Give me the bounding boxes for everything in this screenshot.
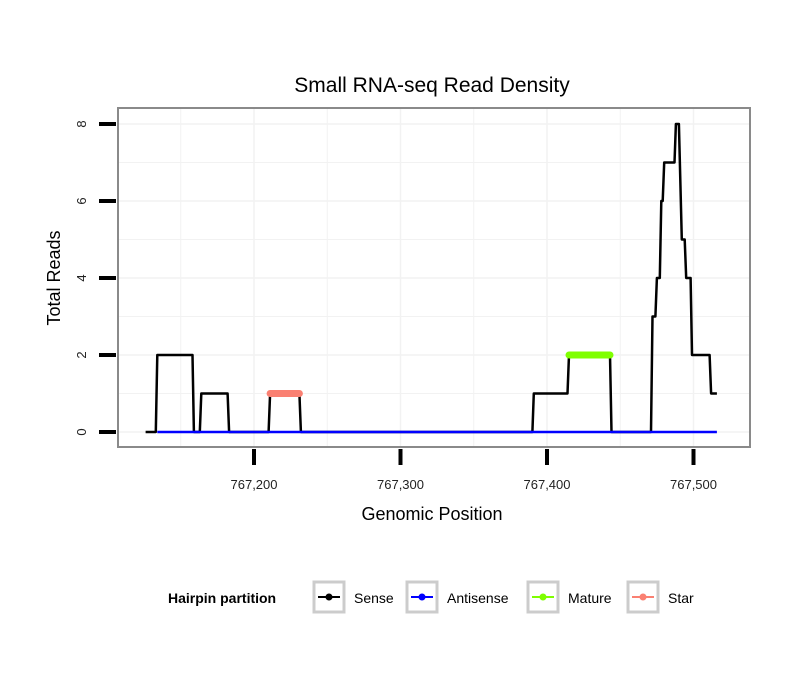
legend-item-mature: Mature xyxy=(526,580,612,614)
legend-key-point xyxy=(539,593,547,601)
y-tick-label: 0 xyxy=(74,428,89,435)
legend-label: Star xyxy=(668,590,694,606)
y-tick-label: 4 xyxy=(74,274,89,281)
y-tick-label: 2 xyxy=(74,351,89,358)
x-axis: 767,200 767,300 767,400 767,500 xyxy=(231,449,717,492)
legend-label: Mature xyxy=(568,590,612,606)
legend-item-sense: Sense xyxy=(312,580,394,614)
legend-title: Hairpin partition xyxy=(168,590,276,606)
legend-label: Sense xyxy=(354,590,394,606)
legend-item-star: Star xyxy=(626,580,694,614)
series-layer xyxy=(145,122,717,434)
y-axis-title: Total Reads xyxy=(44,230,64,325)
y-tick-label: 6 xyxy=(74,197,89,204)
legend-key-point xyxy=(418,593,426,601)
x-axis-title: Genomic Position xyxy=(361,504,502,524)
y-axis: 0 2 4 6 8 xyxy=(74,120,116,436)
panel-border xyxy=(117,107,751,448)
y-tick-label: 8 xyxy=(74,120,89,127)
legend-label: Antisense xyxy=(447,590,509,606)
x-tick-label: 767,200 xyxy=(231,477,278,492)
x-tick-label: 767,500 xyxy=(670,477,717,492)
legend-key-point xyxy=(639,593,647,601)
legend-key-point xyxy=(325,593,333,601)
legend: Hairpin partition Sense Antisense Mature St… xyxy=(168,580,694,614)
x-tick-label: 767,400 xyxy=(524,477,571,492)
chart-title: Small RNA-seq Read Density xyxy=(294,74,570,97)
grid-lines xyxy=(119,109,749,446)
x-tick-label: 767,300 xyxy=(377,477,424,492)
legend-item-antisense: Antisense xyxy=(405,580,509,614)
